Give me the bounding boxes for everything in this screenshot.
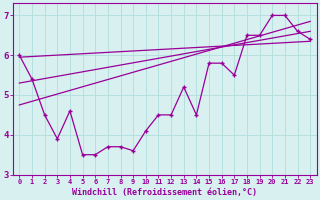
X-axis label: Windchill (Refroidissement éolien,°C): Windchill (Refroidissement éolien,°C) <box>72 188 257 197</box>
